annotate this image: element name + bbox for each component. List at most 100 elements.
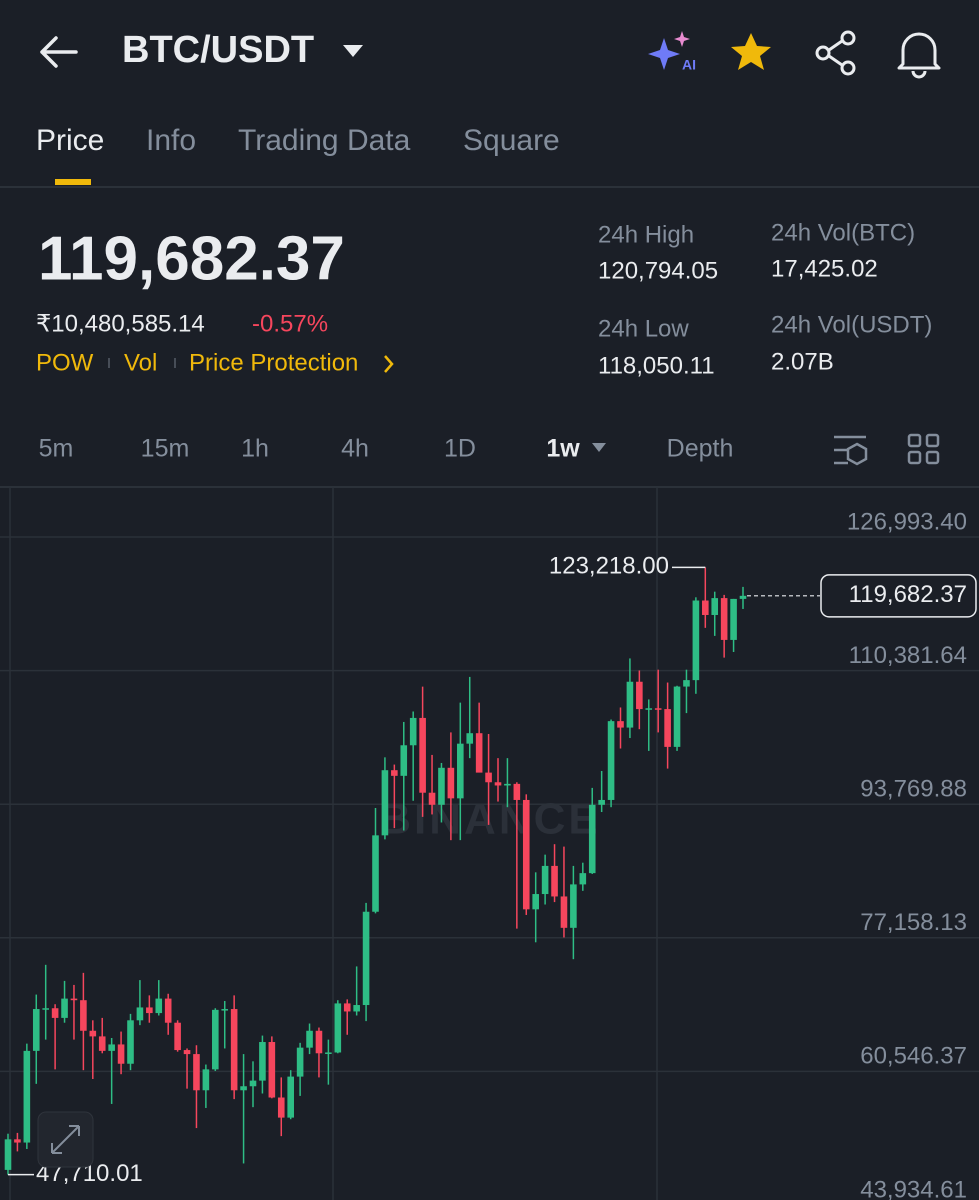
candle-body xyxy=(108,1044,115,1051)
watermark: BINANCE xyxy=(379,795,600,844)
candle-body xyxy=(626,681,634,728)
candle-body xyxy=(494,782,502,786)
candle-body xyxy=(409,717,417,746)
candle-body xyxy=(381,770,389,836)
candle-body xyxy=(730,598,737,640)
stat-label: 24h Low xyxy=(598,315,689,342)
candle-body xyxy=(136,1007,144,1021)
price-change: -0.57% xyxy=(252,310,328,337)
candle-body xyxy=(513,783,521,800)
candle-body xyxy=(287,1076,294,1118)
interval[interactable]: 5m xyxy=(39,435,74,463)
tag[interactable]: POW xyxy=(36,349,94,376)
candle-body xyxy=(315,1030,323,1054)
candle-body xyxy=(683,680,690,687)
candle-body xyxy=(711,598,719,615)
stat-value: 120,794.05 xyxy=(598,257,718,284)
candle-body xyxy=(259,1042,266,1081)
tab[interactable]: Info xyxy=(146,124,196,157)
candle-body xyxy=(702,600,709,615)
vertical-grid xyxy=(9,487,658,1200)
y-tick-label: 126,993.40 xyxy=(847,508,967,535)
interval[interactable]: 15m xyxy=(141,435,190,463)
candle-body xyxy=(221,1009,229,1011)
candle-body xyxy=(419,717,426,793)
candle-body xyxy=(475,733,483,773)
candle-body xyxy=(296,1047,304,1077)
candle-body xyxy=(636,681,643,710)
candle-body xyxy=(146,1007,153,1014)
candle-body xyxy=(438,767,445,805)
candle-body xyxy=(98,1036,106,1051)
candle-body xyxy=(645,708,653,710)
high-marker-label: 123,218.00 xyxy=(549,553,669,580)
stat-label: 24h High xyxy=(598,221,694,248)
candle-body xyxy=(42,1008,49,1010)
tag[interactable]: Price Protection xyxy=(189,349,358,376)
candle-body xyxy=(155,998,163,1014)
candle-body xyxy=(739,595,747,599)
back-button[interactable] xyxy=(40,36,78,68)
alert-bell[interactable] xyxy=(897,32,941,79)
candle-body xyxy=(664,709,671,747)
last-price: 119,682.37 xyxy=(38,224,345,293)
tab-indicator xyxy=(55,179,91,185)
y-tick-label: 93,769.88 xyxy=(860,776,967,803)
y-tick-label: 110,381.64 xyxy=(849,642,967,669)
candle-body xyxy=(174,1022,181,1051)
favorite-star[interactable] xyxy=(731,33,771,70)
interval-dropdown[interactable] xyxy=(592,443,606,452)
candle-body xyxy=(485,772,492,783)
candle-body xyxy=(551,865,558,897)
interval[interactable]: 1h xyxy=(241,435,269,463)
candle-body xyxy=(598,799,605,805)
ai-button[interactable]: AI xyxy=(648,31,696,73)
symbol[interactable]: BTC/USDT xyxy=(122,29,314,71)
tab[interactable]: Square xyxy=(463,124,560,157)
y-tick-label: 77,158.13 xyxy=(860,909,967,936)
indicator-settings[interactable] xyxy=(834,435,868,466)
interval[interactable]: 4h xyxy=(341,435,369,463)
interval-active[interactable]: 1w xyxy=(546,435,580,463)
candle-body xyxy=(80,1000,87,1031)
candle-body xyxy=(164,998,172,1023)
interval[interactable]: Depth xyxy=(667,435,734,463)
candle-body xyxy=(240,1086,247,1091)
tab[interactable]: Trading Data xyxy=(238,124,411,157)
candle-body xyxy=(61,998,68,1018)
candle-body xyxy=(249,1080,257,1087)
candle-body xyxy=(522,799,530,910)
stat-value: 17,425.02 xyxy=(771,255,878,282)
candle-body xyxy=(51,1008,59,1018)
candle-body xyxy=(541,865,549,895)
candle-body xyxy=(212,1009,219,1070)
interval[interactable]: 1D xyxy=(444,435,476,463)
tag-separator xyxy=(108,358,110,368)
candle-body xyxy=(4,1139,12,1170)
candle-body xyxy=(325,1052,332,1054)
candle-body xyxy=(588,804,596,874)
share-button[interactable] xyxy=(815,30,856,76)
candle-body xyxy=(127,1020,134,1064)
candle-body xyxy=(306,1030,313,1048)
symbol-dropdown[interactable] xyxy=(343,45,363,57)
candle-body xyxy=(23,1050,31,1143)
layout-toggle[interactable] xyxy=(907,433,940,465)
fiat-price: ₹10,480,585.14 xyxy=(36,310,205,337)
candle-body xyxy=(654,708,662,710)
tab[interactable]: Price xyxy=(36,124,104,157)
candle-body xyxy=(447,767,455,799)
candle-body xyxy=(202,1069,210,1091)
candle-body xyxy=(117,1044,125,1064)
candle-body xyxy=(70,998,78,1001)
candle-body xyxy=(560,896,568,928)
candle-body xyxy=(532,894,539,910)
tag[interactable]: Vol xyxy=(124,349,157,376)
tag-separator xyxy=(174,358,176,368)
candle-body xyxy=(32,1009,40,1051)
stat-label: 24h Vol(USDT) xyxy=(771,311,932,338)
stat-label: 24h Vol(BTC) xyxy=(771,219,915,246)
candle-body xyxy=(400,745,408,776)
